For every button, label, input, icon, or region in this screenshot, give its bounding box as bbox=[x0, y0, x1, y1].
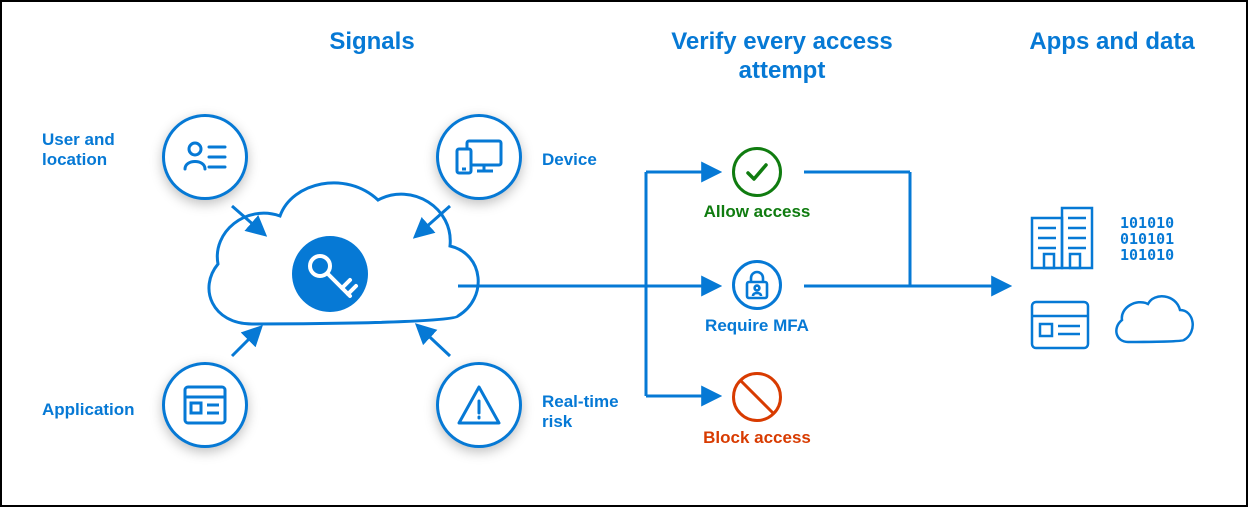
svg-text:101010: 101010 bbox=[1120, 214, 1174, 232]
signal-label-risk: Real-time risk bbox=[542, 392, 619, 433]
column-title-verify: Verify every access attempt bbox=[652, 28, 912, 86]
verify-mfa-label: Require MFA bbox=[687, 316, 827, 336]
signal-arrows bbox=[232, 206, 450, 356]
verify-block-icon bbox=[732, 372, 782, 422]
signal-circle-risk bbox=[436, 362, 522, 448]
verify-block-label: Block access bbox=[687, 428, 827, 448]
device-icon bbox=[453, 133, 505, 181]
svg-text:010101: 010101 bbox=[1120, 230, 1174, 248]
user-list-icon bbox=[181, 133, 229, 181]
signal-label-application: Application bbox=[42, 400, 135, 420]
signal-circle-application bbox=[162, 362, 248, 448]
diagram-frame: Signals Verify every access attempt Apps… bbox=[0, 0, 1248, 507]
signal-label-device: Device bbox=[542, 150, 597, 170]
prohibit-icon bbox=[732, 372, 782, 422]
application-icon bbox=[181, 383, 229, 427]
svg-text:101010: 101010 bbox=[1120, 246, 1174, 264]
signal-circle-device bbox=[436, 114, 522, 200]
verify-allow-label: Allow access bbox=[687, 202, 827, 222]
signal-label-user: User and location bbox=[42, 130, 115, 171]
verify-branch-arrows bbox=[458, 172, 718, 396]
lock-person-icon bbox=[744, 270, 770, 300]
apps-cloud-icon bbox=[1116, 296, 1192, 342]
column-title-signals: Signals bbox=[242, 28, 502, 57]
column-title-apps: Apps and data bbox=[1012, 28, 1212, 57]
verify-mfa-icon bbox=[732, 260, 782, 310]
apps-building-icon bbox=[1032, 208, 1092, 268]
cloud-icon bbox=[209, 183, 478, 324]
signal-circle-user bbox=[162, 114, 248, 200]
warning-icon bbox=[455, 383, 503, 427]
merge-arrow bbox=[804, 172, 1008, 286]
verify-allow-icon bbox=[732, 147, 782, 197]
checkmark-icon bbox=[743, 158, 771, 186]
apps-browser-icon bbox=[1032, 302, 1088, 348]
apps-binary-icon: 101010 010101 101010 bbox=[1120, 214, 1174, 264]
